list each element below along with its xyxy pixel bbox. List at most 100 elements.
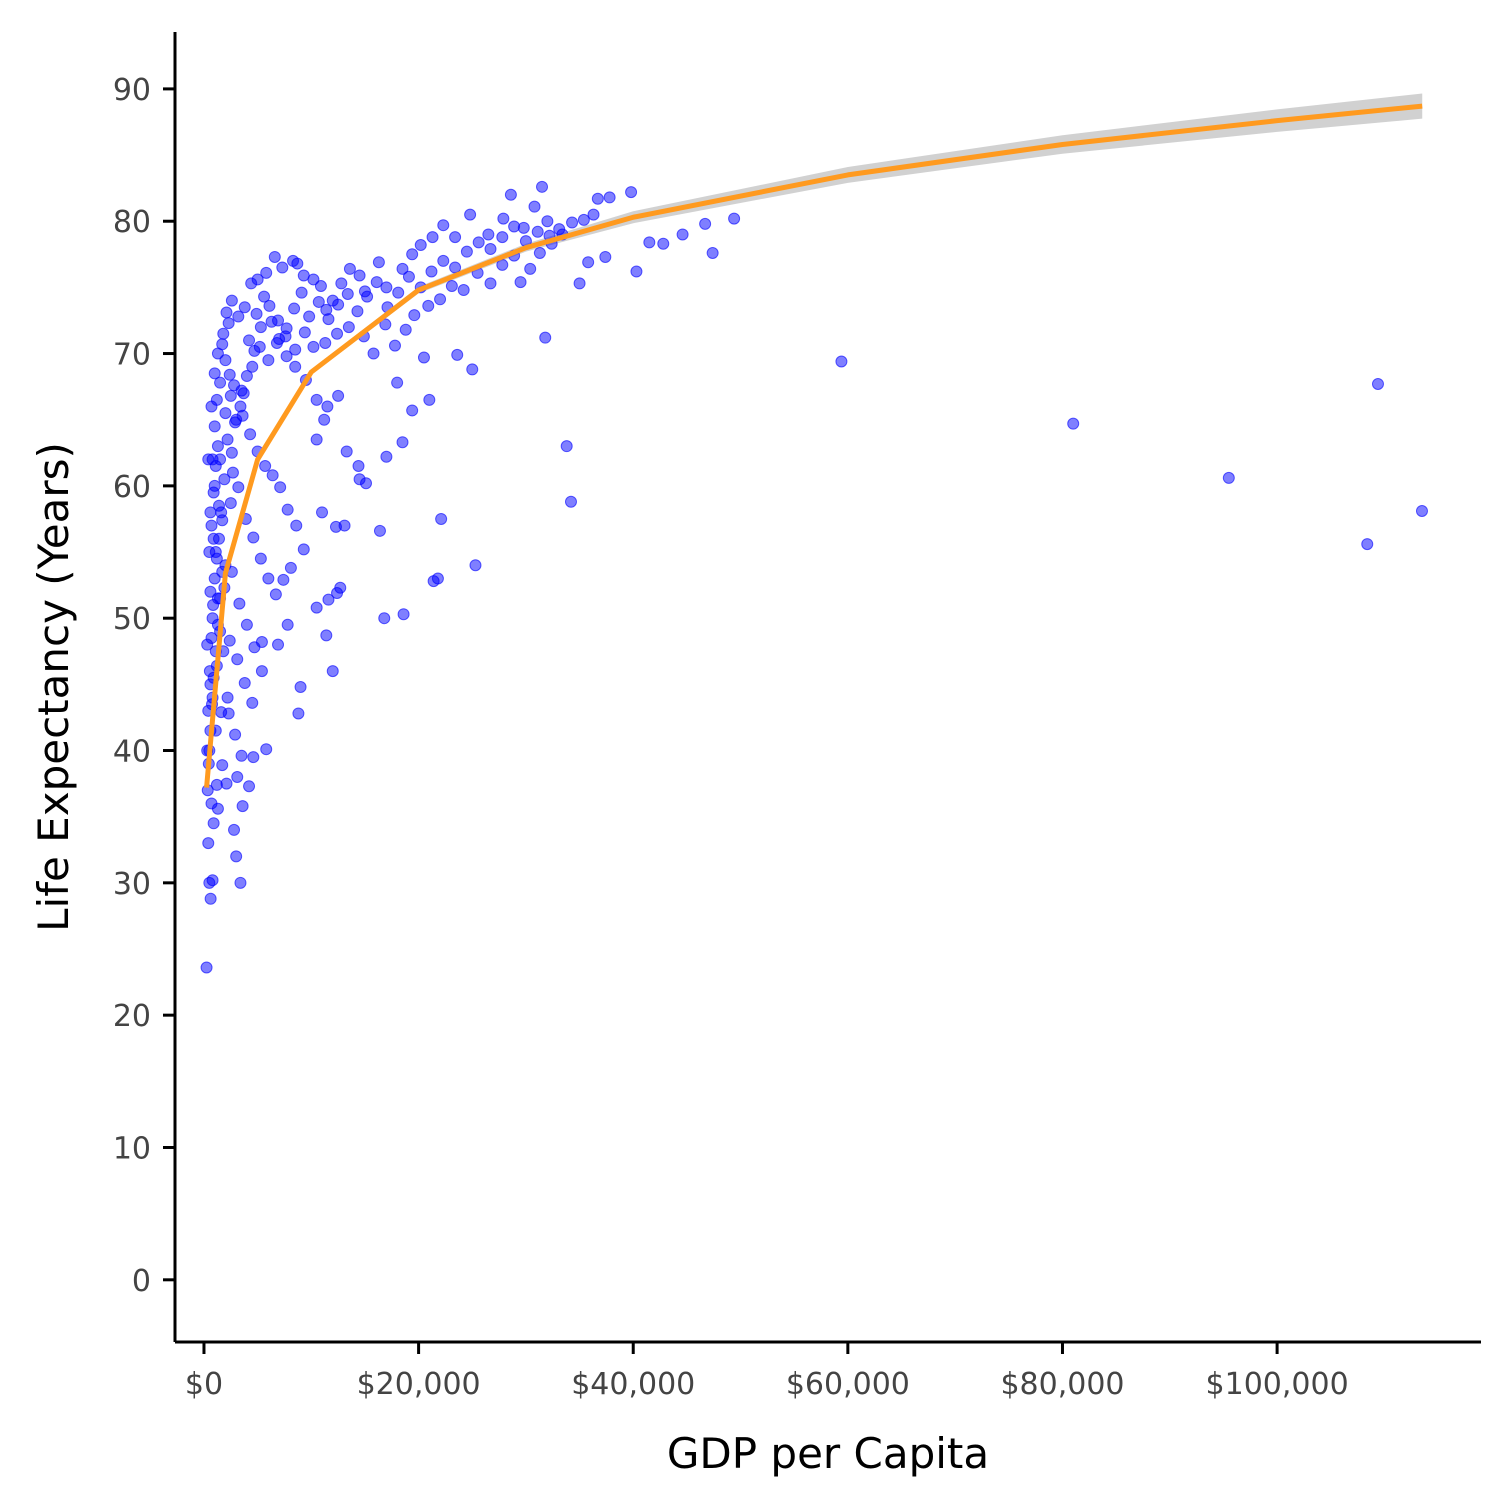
data-point [370,276,383,289]
data-point [260,743,273,756]
data-point [210,393,223,406]
data-point [326,665,339,678]
data-point [496,231,509,244]
data-point [464,208,477,221]
data-point [630,265,643,278]
data-point [378,612,391,625]
data-point [297,543,310,556]
data-point [351,305,364,318]
data-point [288,302,301,315]
data-point [643,236,656,249]
data-point [254,321,267,334]
data-point [334,581,347,594]
data-point [426,231,439,244]
data-point [1415,505,1428,518]
data-point [352,460,365,473]
data-point [215,706,228,719]
x-tick-label: $80,000 [1000,1367,1124,1402]
data-point [226,466,239,479]
data-point [423,393,436,406]
data-point [396,436,409,449]
data-point [225,294,238,307]
data-point [289,343,302,356]
data-point [279,330,292,343]
data-point [342,321,355,334]
data-point [564,495,577,508]
x-axis-title: GDP per Capita [667,1429,989,1478]
data-point [223,634,236,647]
data-point [207,486,220,499]
data-point [211,440,224,453]
data-point [1222,471,1235,484]
data-point [402,270,415,283]
data-point [388,339,401,352]
data-point [246,360,259,373]
data-point [312,295,325,308]
data-point [262,572,275,585]
data-point [240,618,253,631]
data-point [372,256,385,269]
confidence-ribbon [206,93,1423,792]
data-point [243,780,256,793]
data-point [466,363,479,376]
y-tick-label: 90 [113,73,151,108]
data-point [284,561,297,574]
data-point [203,546,216,559]
y-axis-title: Life Expectancy (Years) [29,442,78,932]
data-point [353,269,366,282]
data-point [222,317,235,330]
data-point [262,354,275,367]
data-point [531,225,544,238]
data-point [202,837,215,850]
y-tick-label: 0 [132,1264,151,1299]
data-point [599,250,612,263]
data-point [341,288,354,300]
data-point [235,749,248,762]
x-axis: $0 $20,000 $40,000 $60,000 $80,000 $100,000 [175,1340,1481,1402]
x-tick-label: $0 [185,1367,223,1402]
data-point [258,290,271,303]
data-point [320,629,333,642]
data-point [1371,377,1384,390]
data-point [254,552,267,565]
data-point [243,334,256,347]
data-point [353,473,366,486]
data-point [431,572,444,585]
data-point [406,248,419,261]
data-point [205,519,218,532]
data-point [367,347,380,360]
data-point [469,559,482,572]
data-point [514,276,527,289]
data-point [472,236,485,249]
data-point [484,243,497,256]
data-point [391,376,404,389]
data-point [319,336,332,349]
data-point [211,347,224,360]
data-point [265,315,278,328]
data-point [504,188,517,201]
data-point [269,588,282,601]
data-point [340,445,353,458]
data-point [290,519,303,532]
data-point [228,823,241,836]
data-point [295,286,308,299]
data-point [274,481,287,494]
data-point [482,228,495,241]
data-point [246,696,259,709]
data-point [533,246,546,259]
trend-line [204,103,1423,788]
data-point [322,313,335,326]
data-point [210,552,223,565]
data-point [292,707,305,720]
data-point [263,299,276,312]
data-point [204,585,217,598]
data-point [221,691,234,704]
trend-line-group [204,103,1423,788]
data-point [573,277,586,290]
data-point [277,573,290,586]
data-point [539,331,552,344]
data-point [399,323,412,336]
data-point [380,281,393,294]
data-point [200,961,213,974]
data-point [281,618,294,631]
